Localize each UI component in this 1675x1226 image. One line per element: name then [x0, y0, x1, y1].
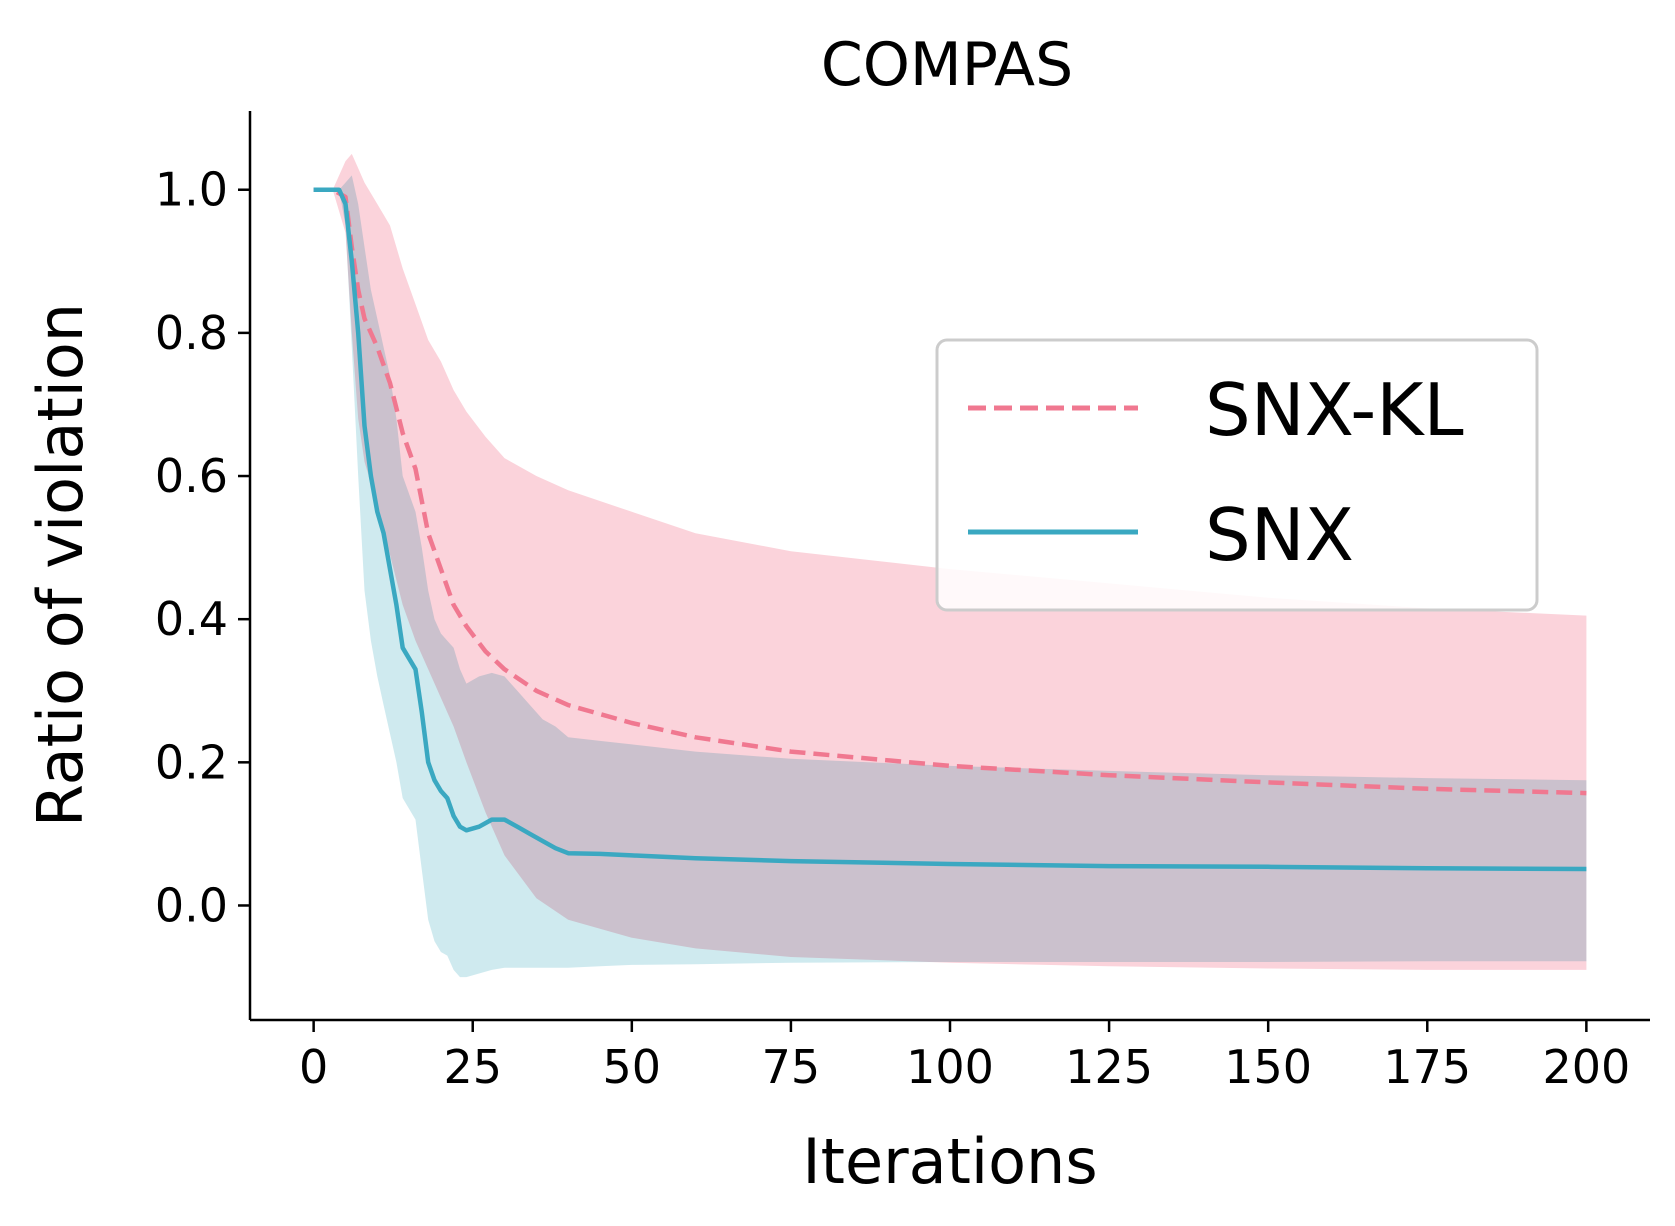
y-tick-label: 1.0 [155, 163, 228, 217]
x-tick-label: 200 [1542, 1040, 1630, 1094]
x-tick-label: 50 [603, 1040, 662, 1094]
x-axis-label: Iterations [802, 1125, 1097, 1198]
confidence-bands [313, 153, 1587, 978]
chart-title: COMPAS [821, 30, 1073, 100]
x-tick-label: 75 [762, 1040, 821, 1094]
legend-label-snx-kl: SNX-KL [1205, 368, 1464, 452]
x-tick-label: 0 [299, 1040, 328, 1094]
series-lines [313, 187, 1587, 872]
x-ticks: 0 25 50 75 100 125 150 175 200 [299, 1020, 1630, 1094]
x-tick-label: 25 [443, 1040, 502, 1094]
y-tick-label: 0.2 [155, 735, 228, 789]
y-axis-label: Ratio of violation [24, 303, 97, 827]
y-tick-label: 0.6 [155, 449, 228, 503]
x-tick-label: 100 [906, 1040, 994, 1094]
x-tick-label: 125 [1065, 1040, 1153, 1094]
y-tick-label: 0.8 [155, 306, 228, 360]
legend: SNX-KL SNX [935, 338, 1539, 612]
line-snx-kl [313, 187, 1587, 796]
band-snx [313, 175, 1587, 978]
line-snx [313, 187, 1587, 872]
y-tick-label: 0.4 [155, 592, 228, 646]
y-tick-label: 0.0 [155, 878, 228, 932]
legend-label-snx: SNX [1205, 493, 1354, 577]
x-tick-label: 175 [1383, 1040, 1471, 1094]
y-ticks: 0.0 0.2 0.4 0.6 0.8 1.0 [155, 163, 250, 932]
x-tick-label: 150 [1224, 1040, 1312, 1094]
